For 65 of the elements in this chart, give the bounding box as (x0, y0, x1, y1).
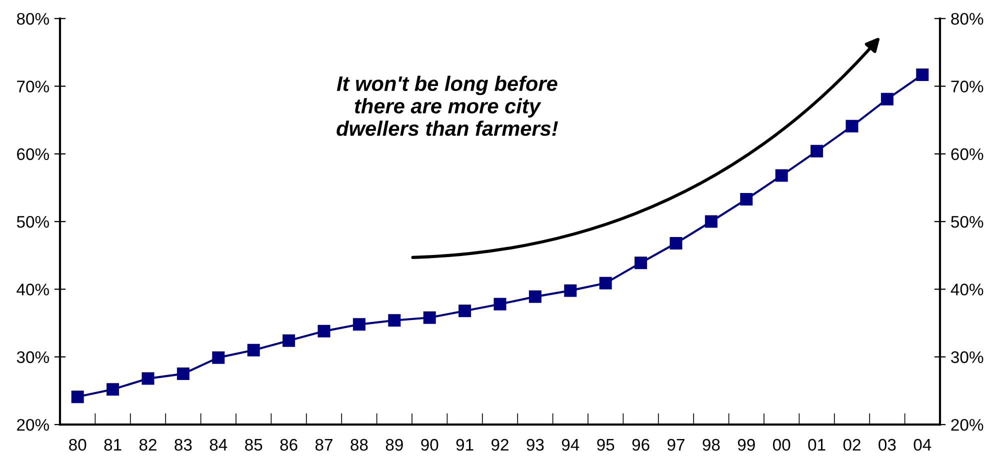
y-tick-label: 40% (16, 284, 49, 296)
x-tick-label: 97 (668, 438, 684, 451)
x-tick-label: 86 (280, 438, 298, 451)
point (423, 311, 436, 324)
point (458, 304, 472, 318)
point (775, 169, 788, 182)
point (106, 383, 120, 396)
point (388, 314, 401, 327)
point (142, 372, 154, 385)
x-tick-label: 04 (914, 438, 932, 451)
x-tick-label: 01 (808, 438, 826, 451)
point (176, 368, 190, 380)
x-tick-label: 00 (772, 438, 790, 451)
point (282, 334, 296, 347)
x-tick-label: 03 (878, 438, 896, 451)
point (247, 344, 260, 356)
y2-tick-label: 40% (950, 284, 984, 296)
y2-tick-label: 30% (951, 351, 984, 364)
point (352, 318, 366, 331)
x-tick-label: 91 (456, 438, 474, 451)
x-tick-label: 84 (210, 438, 228, 451)
annotation: It won't be long before there are more city dwellers than farmers! (336, 76, 558, 136)
point (71, 390, 84, 404)
x-tick-label: 98 (702, 438, 720, 451)
point (704, 215, 718, 228)
x-tick-label: 81 (104, 438, 122, 451)
x-tick-label: 93 (526, 438, 544, 451)
point (494, 298, 506, 310)
x-tick-label: 87 (315, 438, 332, 451)
point (846, 120, 858, 132)
point (599, 276, 612, 290)
y2-tick-label: 50% (951, 216, 984, 228)
x-tick-label: 94 (562, 438, 580, 451)
y-tick-label: 50% (16, 216, 49, 228)
y-tick-label: 80% (16, 12, 49, 25)
x-tick-label: 99 (738, 438, 755, 451)
x-tick-label: 83 (174, 438, 192, 451)
y-tick-label: 70% (17, 80, 49, 92)
y2-tick-label: 70% (951, 80, 984, 92)
x-tick-label: 02 (843, 438, 860, 451)
y2-tick-label: 60% (951, 148, 984, 160)
x-tick-label: 82 (139, 438, 156, 451)
y-tick-label: 30% (16, 351, 49, 364)
y-tick-label: 20% (17, 418, 49, 431)
x-tick-label: 96 (632, 438, 650, 451)
x-tick-label: 85 (245, 438, 262, 451)
y2-tick-label: 20% (951, 418, 984, 431)
point (634, 256, 648, 270)
x-tick-label: 88 (350, 438, 368, 451)
x-tick-label: 92 (492, 438, 508, 451)
x-tick-label: 89 (386, 438, 403, 451)
point (528, 290, 542, 303)
x-tick-label: 95 (597, 438, 614, 451)
point (670, 236, 682, 250)
y-tick-label: 60% (17, 148, 49, 160)
point (564, 284, 577, 297)
x-tick-label: 80 (69, 438, 86, 451)
point (880, 92, 894, 106)
point (318, 324, 330, 338)
y2-tick-label: 80% (951, 12, 984, 25)
point (810, 144, 824, 158)
x-tick-label: 90 (421, 438, 438, 451)
point (212, 351, 225, 364)
point (916, 68, 929, 81)
point (740, 192, 753, 206)
